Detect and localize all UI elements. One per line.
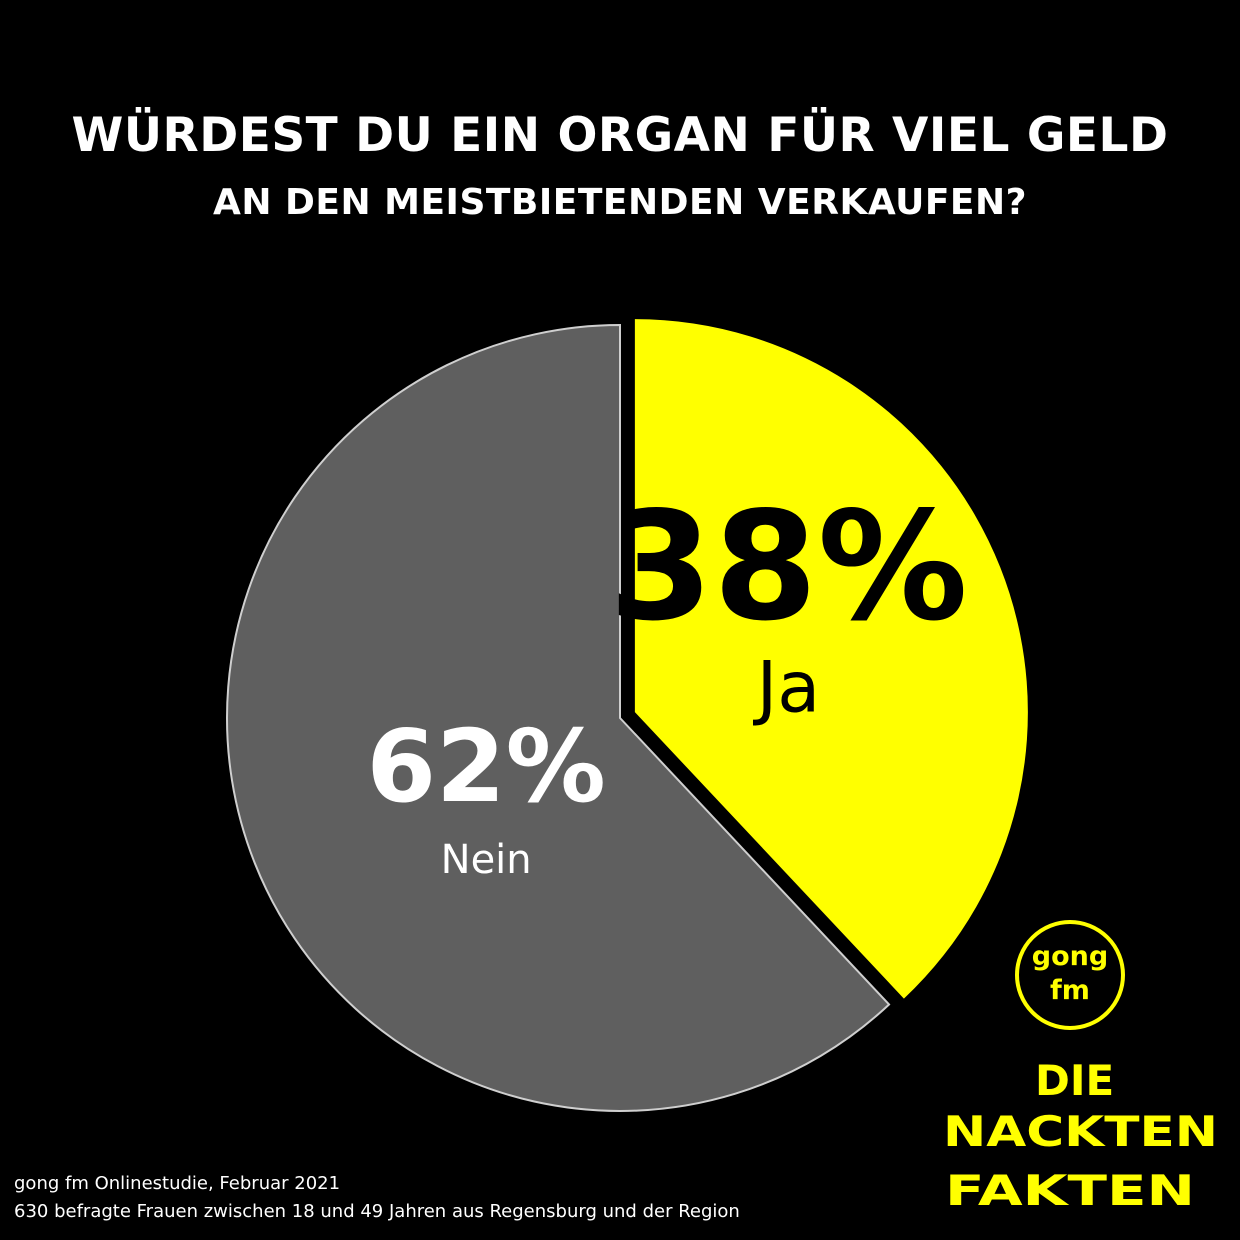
- pie-value-label-nein: 62%: [366, 708, 605, 825]
- pie-value-label-ja: 38%: [609, 480, 968, 654]
- sample-note: 630 befragte Frauen zwischen 18 und 49 J…: [14, 1201, 740, 1222]
- source-note: gong fm Onlinestudie, Februar 2021: [14, 1173, 341, 1194]
- pie-category-label-ja: Ja: [753, 646, 821, 728]
- pie-slices: [226, 319, 1028, 1112]
- chart-subtitle: AN DEN MEISTBIETENDEN VERKAUFEN?: [212, 182, 1028, 223]
- pie-slice-nein: [226, 323, 891, 1112]
- pie-labels: 38%Ja 62% Nein: [366, 480, 967, 883]
- pie-slice-ja: [634, 319, 1028, 999]
- chart-title: WÜRDEST DU EIN ORGAN FÜR VIEL GELD: [71, 108, 1169, 163]
- pie-category-label-nein: Nein: [441, 837, 532, 883]
